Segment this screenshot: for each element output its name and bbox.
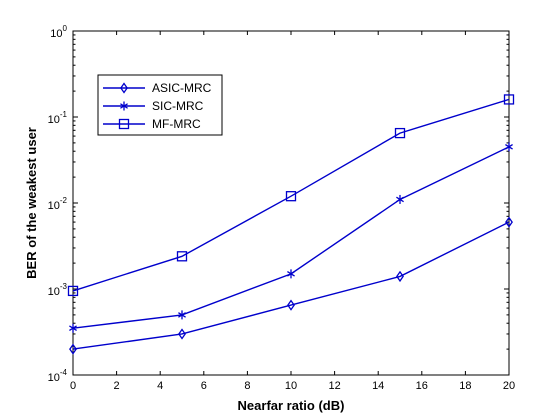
- legend-label: SIC-MRC: [152, 99, 204, 113]
- x-tick-label: 18: [459, 380, 471, 392]
- legend-items: ASIC-MRC SIC-MRC MF-MRC: [103, 81, 212, 131]
- legend-label: MF-MRC: [152, 117, 201, 131]
- data-point-sic-mrc: [178, 310, 186, 320]
- data-point-mf-mrc: [503, 94, 515, 105]
- legend-marker: [118, 118, 130, 130]
- data-point-mf-mrc: [394, 127, 406, 139]
- star-stroke: [287, 271, 295, 277]
- y-tick-label: 10-2: [48, 196, 68, 212]
- x-tick-label: 0: [70, 380, 76, 392]
- data-point-asic-mrc: [178, 328, 186, 340]
- y-tick-labels: 10-4 10-3 10-2 10-1 100: [48, 24, 68, 384]
- x-tick-label: 16: [416, 380, 428, 392]
- x-tick-labels: 0 2 4 6 8 10 12 14 16 18 20: [70, 380, 515, 392]
- data-point-asic-mrc: [69, 343, 77, 355]
- data-point-asic-mrc: [287, 299, 295, 311]
- x-tick-label: 4: [157, 380, 163, 392]
- y-tick-label: 10-4: [48, 368, 68, 384]
- star-stroke: [178, 312, 186, 318]
- data-point-sic-mrc: [287, 269, 295, 279]
- legend-marker: [120, 82, 128, 94]
- data-point-mf-mrc: [67, 285, 79, 297]
- y-tick-label: 10-3: [48, 282, 68, 298]
- legend-box: [97, 74, 223, 136]
- y-tick-label: 10-1: [48, 110, 68, 126]
- data-point-sic-mrc: [505, 142, 513, 152]
- star-stroke: [396, 196, 404, 203]
- star-stroke: [69, 325, 77, 332]
- y-axis-label: BER of the weakest user: [24, 127, 39, 279]
- x-tick-label: 20: [503, 380, 515, 392]
- star-stroke: [120, 103, 128, 109]
- series-markers: [67, 94, 515, 355]
- axis-ticks: [72, 30, 510, 376]
- series-line-mf-mrc: [72, 98, 510, 292]
- data-point-asic-mrc: [505, 216, 513, 228]
- x-tick-label: 8: [244, 380, 250, 392]
- x-tick-label: 2: [114, 380, 120, 392]
- x-tick-label: 12: [328, 380, 340, 392]
- legend-label: ASIC-MRC: [152, 81, 212, 95]
- data-point-sic-mrc: [69, 323, 77, 333]
- legend: ASIC-MRC SIC-MRC MF-MRC: [97, 74, 223, 136]
- data-point-sic-mrc: [396, 194, 404, 204]
- data-point-mf-mrc: [176, 251, 188, 262]
- star-stroke: [505, 144, 513, 150]
- x-tick-label: 14: [372, 380, 384, 392]
- data-point-asic-mrc: [396, 270, 404, 283]
- data-point-mf-mrc: [285, 191, 297, 202]
- legend-marker: [120, 101, 128, 111]
- y-tick-label: 100: [50, 24, 67, 40]
- x-axis-label: Nearfar ratio (dB): [238, 398, 345, 413]
- x-tick-label: 10: [285, 380, 297, 392]
- x-tick-label: 6: [201, 380, 207, 392]
- series-line-asic-mrc: [72, 221, 510, 350]
